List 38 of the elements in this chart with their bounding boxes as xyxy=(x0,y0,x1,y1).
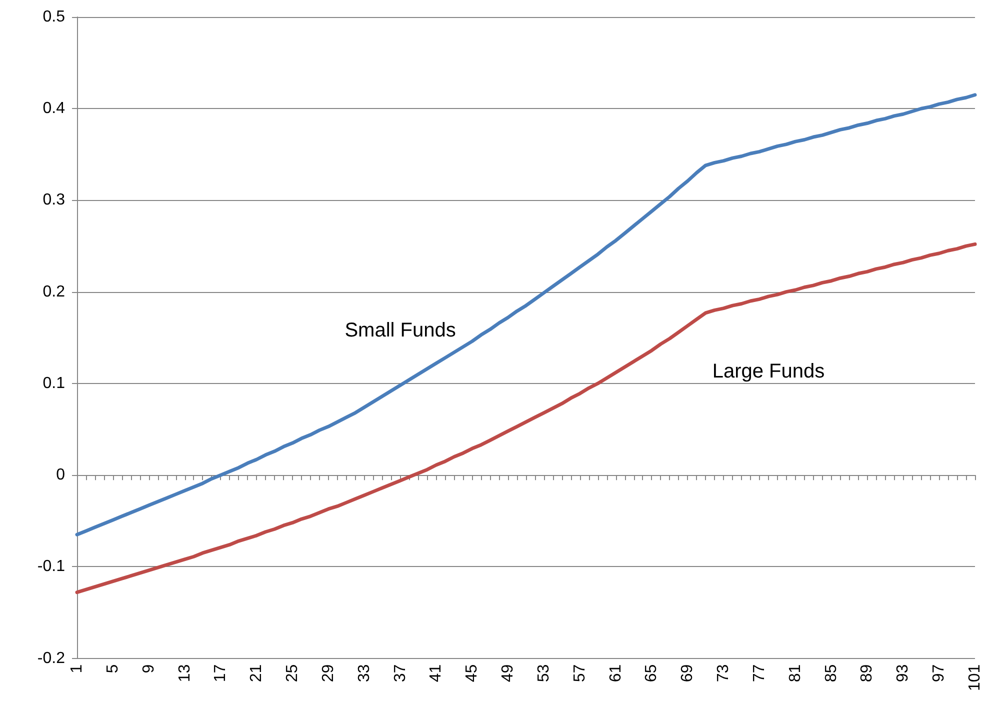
x-tick-label: 89 xyxy=(858,664,876,682)
x-tick-label: 65 xyxy=(643,664,660,682)
y-tick-label: 0.5 xyxy=(42,8,66,26)
y-tick-label: 0.3 xyxy=(42,192,66,209)
x-tick-label: 13 xyxy=(176,664,194,682)
x-tick-label: 29 xyxy=(320,664,337,682)
y-tick-label: -0.1 xyxy=(37,558,66,576)
line-series xyxy=(75,242,977,594)
x-tick-label: 73 xyxy=(715,664,732,682)
y-tick-label: 0 xyxy=(56,466,66,484)
text: Large Funds xyxy=(712,360,825,382)
x-tick-label: 97 xyxy=(930,664,948,682)
x-tick-label: 1 xyxy=(68,664,86,674)
x-tick-label: 41 xyxy=(428,664,445,682)
x-tick-label: 77 xyxy=(750,664,768,682)
series-label: Small Funds xyxy=(344,319,456,342)
x-tick-label: 101 xyxy=(966,664,984,692)
x-tick-label: 25 xyxy=(284,664,302,682)
x-tick-label: 37 xyxy=(392,664,409,682)
x-tick-label: 5 xyxy=(104,664,122,674)
x-tick-label: 85 xyxy=(822,664,840,682)
x-tick-label: 57 xyxy=(571,664,588,682)
x-tick-label: 21 xyxy=(248,664,266,682)
x-tick-label: 49 xyxy=(500,664,517,682)
x-tick-label: 69 xyxy=(679,664,696,682)
x-tick-label: 81 xyxy=(786,664,804,682)
line-series xyxy=(75,93,977,536)
y-tick-label: 0.2 xyxy=(42,283,66,300)
x-tick-label: 17 xyxy=(212,664,230,682)
y-tick-label: -0.2 xyxy=(37,650,66,667)
x-tick-label: 9 xyxy=(140,664,158,674)
y-tick-label: 0.1 xyxy=(42,374,66,392)
x-tick-label: 33 xyxy=(356,664,373,682)
y-tick-label: 0.4 xyxy=(42,100,66,118)
x-tick-label: 45 xyxy=(464,664,481,682)
x-tick-label: 93 xyxy=(894,664,912,682)
x-tick-label: 53 xyxy=(535,664,552,682)
x-tick-label: 61 xyxy=(607,664,624,682)
